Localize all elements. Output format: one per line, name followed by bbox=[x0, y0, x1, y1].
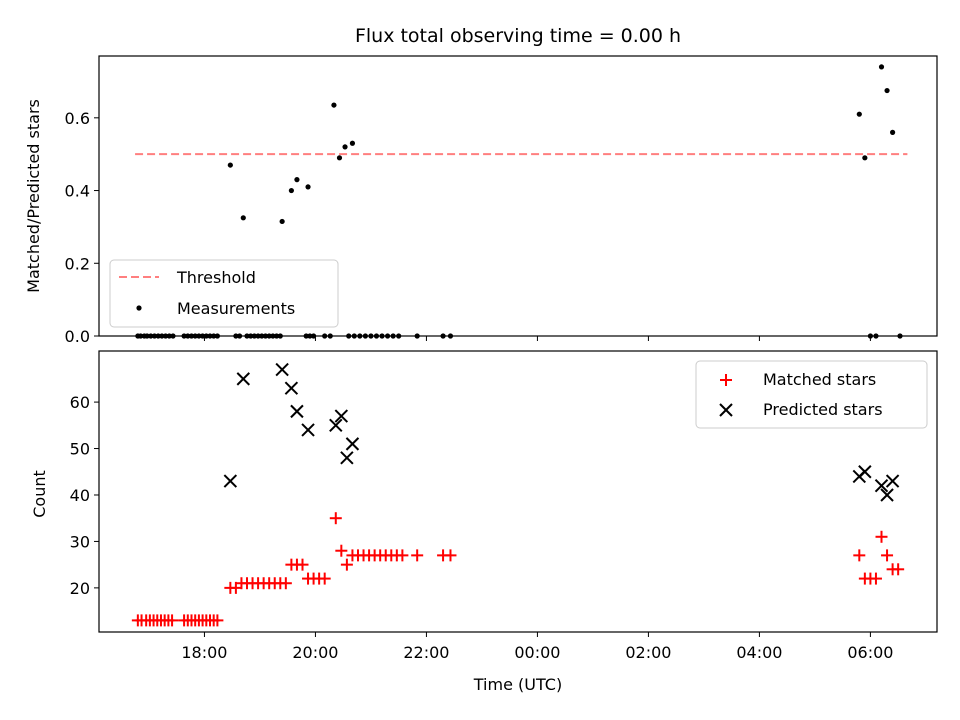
matched-star-point bbox=[411, 549, 424, 562]
predicted-star-point bbox=[284, 381, 299, 395]
predicted-star-point bbox=[345, 437, 360, 451]
measurement-point bbox=[884, 87, 890, 94]
top-y-axis-label: Matched/Predicted stars bbox=[24, 99, 43, 293]
bottom-y-axis-label: Count bbox=[30, 470, 49, 518]
matched-star-point bbox=[318, 572, 331, 585]
predicted-star-point bbox=[275, 362, 289, 377]
bottom-panel: 20 30 40 50 60 18:00 20:00 22:00 00:00 02:00 04:0… bbox=[30, 350, 938, 694]
top-y-ticks: 0.0 0.2 0.4 0.6 bbox=[65, 109, 99, 346]
measurement-point bbox=[349, 140, 356, 146]
measurement-point bbox=[227, 162, 233, 168]
predicted-star-point bbox=[290, 404, 304, 419]
top-y-tick-label: 0.0 bbox=[65, 327, 90, 346]
bottom-plot-area bbox=[131, 362, 905, 627]
top-y-tick-label: 0.6 bbox=[65, 109, 90, 128]
bottom-y-ticks: 20 30 40 50 60 bbox=[70, 393, 99, 598]
predicted-star-point bbox=[223, 474, 238, 488]
matched-star-point bbox=[396, 549, 409, 562]
bottom-x-tick-label: 22:00 bbox=[403, 643, 449, 662]
bottom-x-tick-label: 18:00 bbox=[181, 643, 227, 662]
matched-star-point bbox=[869, 572, 882, 585]
bottom-x-tick-label: 00:00 bbox=[514, 643, 560, 662]
bottom-y-tick-label: 20 bbox=[70, 579, 90, 598]
top-panel: 0.0 0.2 0.4 0.6 Matched/Predicted stars Thr… bbox=[24, 55, 938, 346]
measurement-point bbox=[890, 129, 896, 135]
legend-measurements-swatch bbox=[136, 305, 142, 311]
matched-star-point bbox=[875, 530, 888, 543]
legend-threshold-label: Threshold bbox=[176, 268, 256, 287]
bottom-x-tick-label: 06:00 bbox=[847, 643, 893, 662]
legend-predicted-swatch bbox=[719, 403, 733, 417]
legend-measurements-label: Measurements bbox=[177, 299, 295, 318]
predicted-star-point bbox=[874, 478, 889, 493]
bottom-x-tick-label: 20:00 bbox=[292, 643, 338, 662]
bottom-x-axis-label: Time (UTC) bbox=[473, 675, 562, 694]
legend-matched-swatch bbox=[720, 374, 732, 386]
matched-star-point bbox=[881, 549, 894, 562]
top-x-ticks bbox=[203, 336, 871, 341]
measurement-point bbox=[240, 215, 246, 221]
bottom-y-tick-label: 60 bbox=[70, 393, 90, 412]
top-y-tick-label: 0.2 bbox=[65, 254, 90, 273]
matched-star-point bbox=[335, 544, 348, 557]
legend-matched-label: Matched stars bbox=[763, 370, 876, 389]
legend-predicted-label: Predicted stars bbox=[763, 400, 883, 419]
bottom-legend-box bbox=[695, 360, 928, 429]
matched-star-point bbox=[166, 614, 179, 627]
matched-star-point bbox=[444, 549, 457, 562]
measurement-point bbox=[279, 218, 285, 225]
measurement-point bbox=[336, 155, 343, 161]
bottom-x-tick-label: 04:00 bbox=[736, 643, 782, 662]
predicted-star-point bbox=[885, 474, 900, 488]
bottom-legend: Matched stars Predicted stars bbox=[695, 360, 928, 429]
measurement-point bbox=[305, 184, 311, 190]
bottom-y-tick-label: 40 bbox=[70, 486, 90, 505]
figure-title: Flux total observing time = 0.00 h bbox=[355, 25, 681, 47]
top-legend-box bbox=[109, 259, 339, 328]
predicted-star-point bbox=[334, 409, 349, 423]
predicted-star-point bbox=[340, 451, 354, 465]
matched-star-point bbox=[329, 512, 342, 525]
predicted-star-point bbox=[858, 465, 872, 479]
top-y-tick-label: 0.4 bbox=[65, 182, 90, 201]
top-legend: Threshold Measurements bbox=[109, 259, 339, 328]
bottom-x-ticks: 18:00 20:00 22:00 00:00 02:00 04:00 06:00 bbox=[181, 632, 893, 662]
measurement-point bbox=[288, 187, 294, 194]
measurement-point bbox=[856, 111, 862, 117]
bottom-y-tick-label: 50 bbox=[70, 440, 90, 459]
measurement-point bbox=[331, 102, 337, 108]
matched-star-point bbox=[340, 558, 353, 571]
bottom-y-tick-label: 30 bbox=[70, 532, 90, 551]
measurement-point bbox=[862, 155, 868, 161]
measurement-point bbox=[342, 144, 348, 150]
matched-star-point bbox=[211, 614, 224, 627]
measurement-point bbox=[878, 64, 885, 70]
matched-star-point bbox=[296, 558, 309, 571]
predicted-star-point bbox=[880, 488, 894, 502]
predicted-star-point bbox=[329, 418, 343, 433]
bottom-x-tick-label: 02:00 bbox=[625, 643, 671, 662]
matched-star-point bbox=[279, 577, 292, 590]
top-axes-frame bbox=[98, 55, 938, 337]
matched-star-point bbox=[853, 549, 866, 562]
measurement-point bbox=[294, 177, 300, 183]
predicted-star-point bbox=[236, 372, 250, 386]
predicted-star-point bbox=[301, 423, 315, 437]
bottom-axes-frame bbox=[98, 350, 938, 633]
matched-star-point bbox=[892, 563, 905, 576]
